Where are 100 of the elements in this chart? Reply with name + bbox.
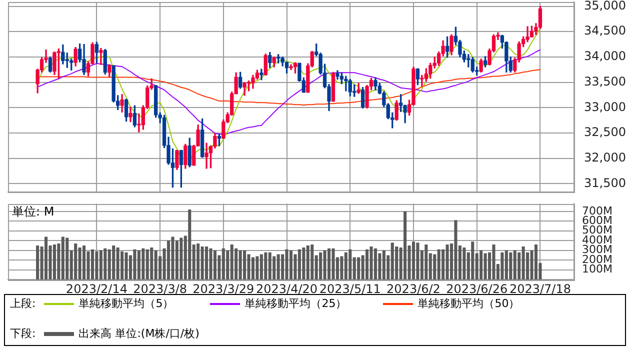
bar: [78, 247, 82, 280]
bar: [175, 240, 178, 280]
bar: [454, 220, 458, 280]
bar: [285, 249, 288, 280]
bar: [234, 248, 238, 280]
bar: [180, 238, 183, 280]
bar: [146, 249, 149, 280]
bar: [319, 252, 322, 280]
x-tick-label: 2023/7/18: [509, 282, 571, 296]
bar: [264, 252, 268, 280]
bar: [142, 248, 145, 280]
legend-label: 単純移動平均（50）: [418, 297, 520, 311]
bar: [238, 250, 242, 280]
bar: [534, 244, 538, 280]
bar: [112, 246, 116, 280]
bar: [310, 244, 314, 280]
x-tick-label: 2023/3/8: [133, 282, 188, 296]
bar: [340, 256, 344, 280]
bar: [404, 211, 407, 280]
bar: [332, 248, 335, 280]
bar: [205, 246, 208, 280]
y-tick-label: 33,000: [584, 100, 626, 114]
bar: [504, 250, 508, 280]
bar: [61, 236, 64, 280]
bar: [196, 244, 200, 280]
bar: [171, 236, 174, 280]
y-tick-label: 34,500: [584, 24, 626, 38]
bar: [446, 244, 449, 280]
bar: [357, 257, 360, 280]
bar: [247, 254, 250, 280]
bar: [230, 244, 234, 280]
bar: [108, 249, 111, 280]
bar: [243, 250, 246, 280]
y-tick-label: 32,500: [584, 125, 626, 140]
bar: [36, 246, 40, 280]
bar: [500, 252, 504, 280]
bar: [471, 242, 474, 280]
bar: [95, 251, 98, 280]
bar: [213, 250, 216, 280]
bar: [412, 242, 416, 280]
bar: [323, 250, 326, 280]
bar: [484, 253, 487, 280]
y-tick-label: 32,000: [584, 150, 626, 164]
x-tick-label: 2023/6/2: [386, 282, 440, 296]
bar: [395, 246, 398, 280]
bar: [66, 238, 69, 280]
y-tick-label: 31,500: [584, 176, 626, 190]
bar: [306, 246, 310, 280]
y-tick-label: 35,000: [584, 0, 626, 12]
bar: [90, 249, 94, 280]
bar: [416, 242, 420, 280]
bar: [437, 249, 440, 280]
y-tick-label: 34,000: [584, 49, 626, 64]
bar: [222, 248, 225, 280]
bar: [52, 244, 56, 280]
bar: [289, 250, 293, 280]
bar: [462, 247, 466, 280]
legend-title: 下段:: [10, 327, 36, 341]
bar: [104, 248, 107, 280]
bar: [150, 247, 154, 280]
bar: [99, 250, 102, 280]
x-tick-label: 2023/5/11: [319, 282, 381, 296]
bar: [327, 248, 331, 280]
bar: [209, 248, 212, 280]
bar: [82, 246, 86, 280]
bar: [366, 249, 369, 280]
y-tick-label: 33,500: [584, 74, 626, 88]
bar: [348, 249, 352, 280]
bar: [522, 246, 525, 280]
bar: [124, 252, 128, 280]
bar: [137, 250, 140, 280]
x-tick-label: 2023/6/26: [446, 282, 508, 296]
bar: [370, 246, 373, 280]
bar: [116, 247, 120, 280]
legend-label: 出来高 単位:(M株/口/枚): [78, 327, 200, 341]
bar: [166, 240, 170, 280]
bar: [44, 236, 48, 280]
bar: [390, 242, 394, 280]
bar: [480, 250, 483, 280]
bar: [513, 250, 516, 280]
bar: [374, 248, 377, 280]
x-tick-label: 2023/3/29: [192, 282, 254, 296]
bar: [509, 252, 512, 280]
bar: [133, 249, 136, 280]
bar: [268, 252, 272, 280]
bar: [382, 250, 386, 280]
bar: [120, 251, 124, 280]
bar: [276, 254, 280, 280]
bar: [298, 249, 301, 280]
bar: [424, 244, 428, 280]
bar: [302, 247, 306, 280]
legend-label: 単純移動平均（25）: [244, 297, 347, 311]
bar: [154, 250, 158, 280]
bar: [188, 209, 192, 280]
bar: [492, 244, 496, 280]
legend-title: 上段:: [10, 297, 36, 311]
annotation: 単位: M: [12, 204, 54, 219]
bar: [256, 256, 259, 280]
x-tick-label: 2023/4/20: [256, 282, 318, 296]
bar: [260, 254, 263, 280]
